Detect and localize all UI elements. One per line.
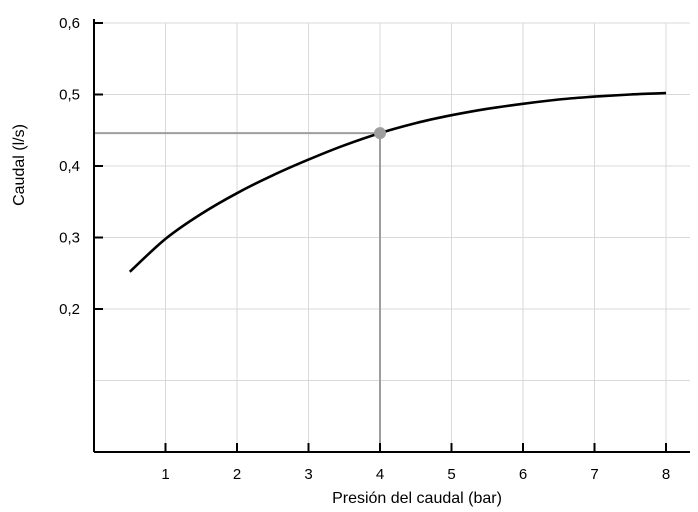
y-tick-label: 0,4 [59,158,80,175]
x-axis-title: Presión del caudal (bar) [332,490,502,507]
y-tick-label: 0,3 [59,230,80,247]
x-tick-label: 5 [447,466,455,483]
y-tick-label: 0,6 [59,15,80,32]
x-tick-label: 1 [161,466,169,483]
highlight-point [374,127,386,140]
y-axis-title: Caudal (l/s) [11,124,28,206]
y-tick-label: 0,5 [59,87,80,104]
x-tick-label: 6 [519,466,527,483]
grid [94,22,690,452]
y-tick-label: 0,2 [59,301,80,318]
highlight-layer [374,127,386,140]
flow-curve [128,91,667,273]
x-tick-label: 8 [662,466,670,483]
highlight-guides [94,132,381,452]
x-tick-label: 3 [304,466,312,483]
series-layer [128,91,667,273]
tick-labels: 1 2 3 4 5 6 7 8 0,2 0,3 0,4 0,5 0,6 [59,15,670,483]
x-tick-label: 7 [590,466,598,483]
x-tick-label: 2 [233,466,241,483]
x-tick-label: 4 [376,466,384,483]
axes [93,19,690,453]
